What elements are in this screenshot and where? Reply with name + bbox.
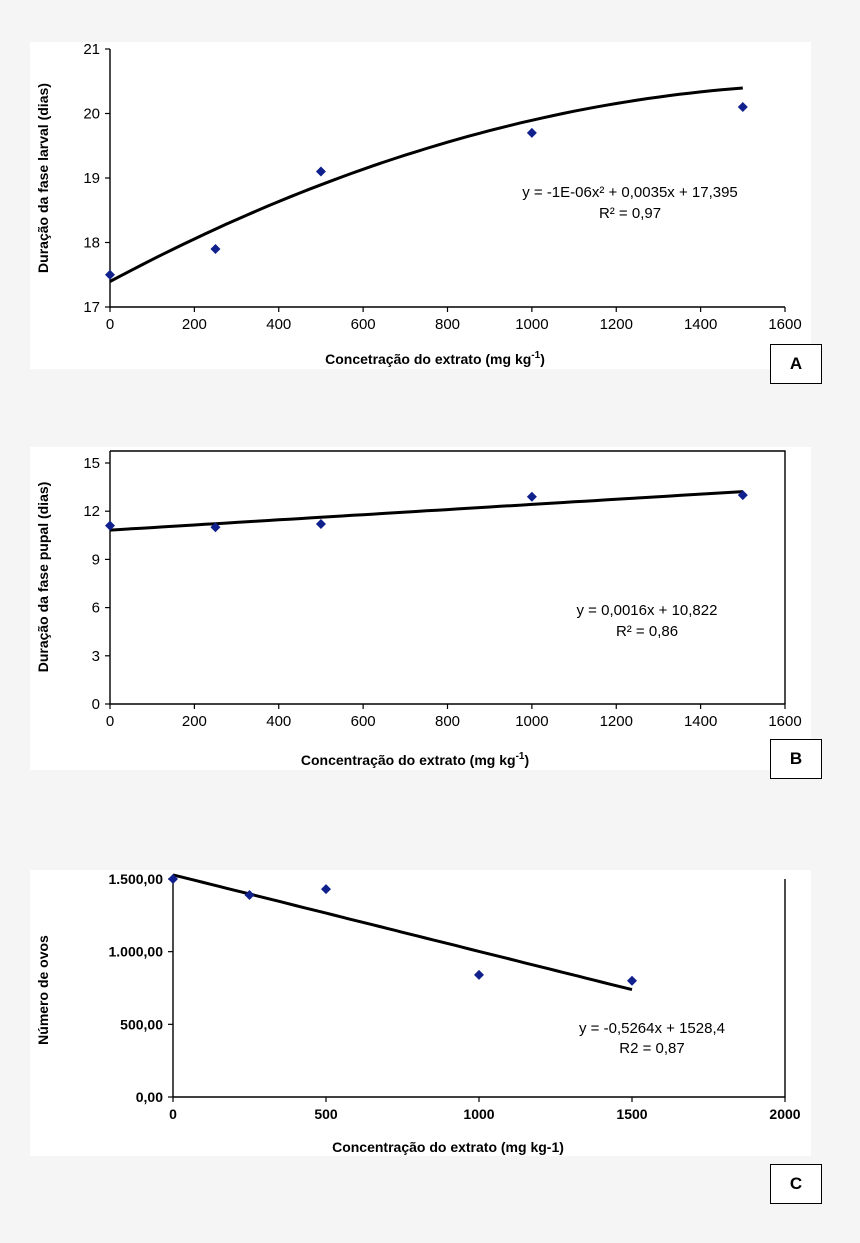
x-tick-label: 200 [182,316,207,333]
chart-b-axes [109,451,785,705]
x-tick-label: 1600 [768,316,801,333]
chart-b-svg: 0 200 400 600 800 1000 1200 1400 1600 0 3 6 9 12 15 C… [35,450,802,768]
chart-a-axes [109,49,785,308]
y-tick-label: 21 [83,41,100,58]
chart-panel-b: 0 200 400 600 800 1000 1200 1400 1600 0 3 6 9 12 15 C… [30,447,811,770]
data-point [526,491,537,502]
data-point [105,269,115,280]
data-point [321,884,331,895]
y-tick-label: 1.500,00 [109,871,164,887]
y-tick-label: 15 [83,455,100,472]
chart-panel-a: 0 200 400 600 800 1000 1200 1400 1600 17 18 19 20 21… [30,41,811,369]
chart-c-trendline [172,873,633,992]
data-point [210,522,221,533]
y-tick-label: 500,00 [120,1016,163,1032]
chart-c-svg: 0 500 1000 1500 2000 0,00 500,00 1.000,00 1.500… [35,871,801,1155]
data-point [627,975,637,986]
data-point [210,243,221,254]
x-tick-label: 800 [435,713,460,730]
y-tick-label: 6 [92,600,100,617]
x-tick-label: 400 [266,713,291,730]
chart-c-r-squared: R2 = 0,87 [619,1040,684,1057]
y-tick-label: 18 [83,235,100,252]
data-point [168,874,178,884]
y-tick-label: 9 [92,551,100,568]
x-tick-label: 1000 [515,713,548,730]
data-point [244,889,255,900]
chart-b-x-axis-label: Concentração do extrato (mg kg-1) [301,751,529,768]
x-tick-label: 2000 [769,1106,800,1122]
x-tick-label: 600 [351,713,376,730]
y-tick-label: 0 [92,696,100,713]
chart-b-y-axis-label: Duração da fase pupal (dias) [35,482,51,673]
y-tick-label: 3 [92,648,100,665]
y-tick-label: 19 [83,170,100,187]
data-point [737,102,748,113]
x-tick-label: 1000 [515,316,548,333]
y-tick-label: 0,00 [136,1089,163,1105]
data-point [105,520,115,531]
x-tick-label: 1200 [600,713,633,730]
data-point [315,519,326,530]
x-tick-label: 400 [266,316,291,333]
x-tick-label: 0 [106,713,114,730]
x-tick-label: 200 [182,713,207,730]
chart-a-svg: 0 200 400 600 800 1000 1200 1400 1600 17 18 19 20 21… [35,41,802,367]
x-tick-label: 1400 [684,713,717,730]
chart-c-y-axis-label: Número de ovos [35,935,51,1045]
chart-a-r-squared: R² = 0,97 [599,205,661,222]
chart-c-axes [172,879,786,1098]
data-point [315,166,326,177]
x-tick-label: 800 [435,316,460,333]
chart-c-x-axis-label: Concentração do extrato (mg kg-1) [332,1139,564,1155]
x-tick-label: 1400 [684,316,717,333]
data-point [474,969,484,980]
x-tick-label: 0 [106,316,114,333]
panel-label-a: A [770,344,822,384]
x-tick-label: 1500 [616,1106,647,1122]
y-tick-label: 17 [83,299,100,316]
x-tick-label: 0 [169,1106,177,1122]
x-tick-label: 1600 [768,713,801,730]
x-tick-label: 1000 [463,1106,494,1122]
chart-b-frame [110,450,786,704]
chart-panel-c: 0 500 1000 1500 2000 0,00 500,00 1.000,00 1.500… [30,870,811,1156]
chart-a-y-axis-label: Duração da fase larval (dias) [35,83,51,273]
data-point [737,490,748,501]
chart-a-trendline [109,86,743,283]
chart-b-equation: y = 0,0016x + 10,822 [577,602,718,619]
chart-b-r-squared: R² = 0,86 [616,623,678,640]
panel-label-c: C [770,1164,822,1204]
x-tick-label: 600 [351,316,376,333]
chart-a-equation: y = -1E-06x² + 0,0035x + 17,395 [522,184,738,201]
chart-b-trendline [109,490,743,532]
panel-label-b: B [770,739,822,779]
y-tick-label: 12 [83,503,100,520]
y-tick-label: 1.000,00 [109,944,164,960]
x-tick-label: 1200 [600,316,633,333]
chart-c-equation: y = -0,5264x + 1528,4 [579,1020,725,1037]
chart-a-x-axis-label: Concetração do extrato (mg kg-1) [325,350,545,367]
y-tick-label: 20 [83,106,100,123]
data-point [526,127,537,138]
x-tick-label: 500 [314,1106,338,1122]
